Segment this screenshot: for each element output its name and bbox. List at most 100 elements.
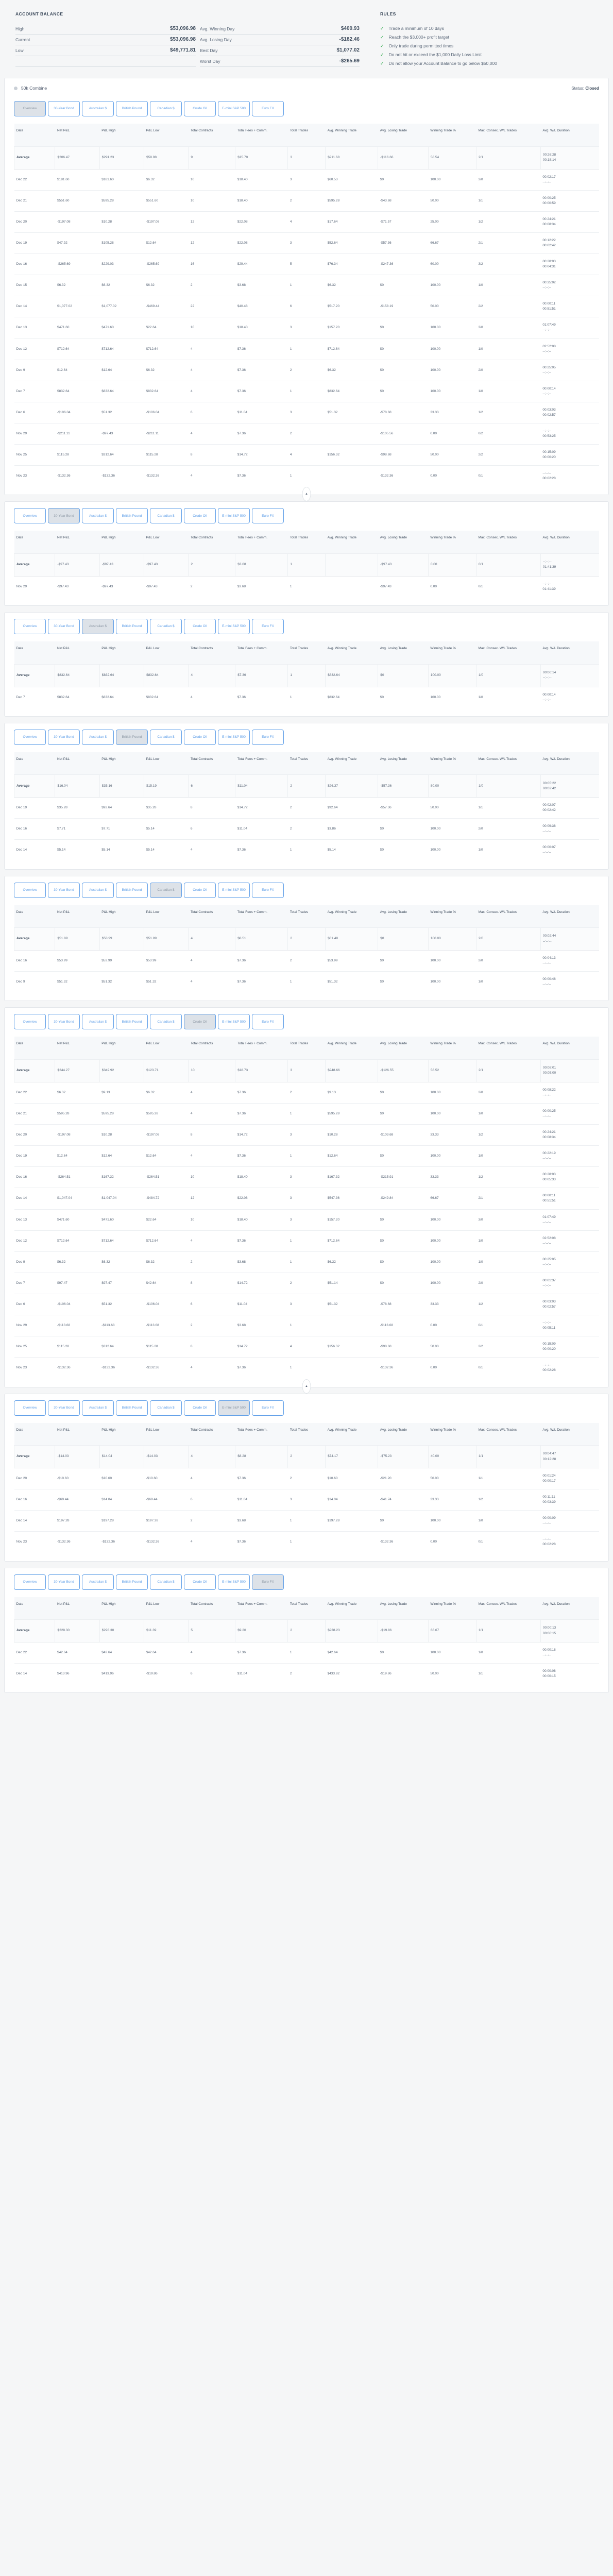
column-header[interactable]: Net P&L	[55, 752, 100, 775]
column-header[interactable]: Net P&L	[55, 1597, 100, 1620]
column-header[interactable]: Total Contracts	[188, 1422, 235, 1446]
column-header[interactable]: Winning Trade %	[428, 1597, 476, 1620]
column-header[interactable]: Avg. Winning Trade	[325, 905, 378, 928]
column-header[interactable]: Total Trades	[287, 531, 326, 554]
column-header[interactable]: Avg. Winning Trade	[325, 124, 378, 146]
tab-e-mini-s-p-500[interactable]: E-mini S&P 500	[218, 1574, 250, 1590]
tab-british-pound[interactable]: British Pound	[116, 882, 148, 898]
column-header[interactable]: Avg. W/L Duration	[540, 752, 599, 775]
column-header[interactable]: P&L Low	[144, 752, 189, 775]
column-header[interactable]: P&L High	[99, 905, 144, 928]
column-header[interactable]: Net P&L	[55, 124, 100, 146]
column-header[interactable]: P&L Low	[144, 641, 189, 664]
tab-canadian[interactable]: Canadian $	[150, 1400, 182, 1416]
column-header[interactable]: Net P&L	[55, 1422, 100, 1446]
column-header[interactable]: Date	[14, 641, 55, 664]
column-header[interactable]: Total Contracts	[188, 752, 235, 775]
tab-crude-oil[interactable]: Crude Oil	[184, 1574, 216, 1590]
tab-euro-fx[interactable]: Euro FX	[252, 729, 284, 745]
tab-overview[interactable]: Overview	[14, 1400, 46, 1416]
column-header[interactable]: Max. Consec. W/L Trades	[476, 1037, 541, 1060]
tab-overview[interactable]: Overview	[14, 101, 46, 116]
tab-australian[interactable]: Australian $	[82, 729, 114, 745]
tab-30-year-bond[interactable]: 30-Year Bond	[48, 619, 80, 634]
tab-e-mini-s-p-500[interactable]: E-mini S&P 500	[218, 1400, 250, 1416]
tab-british-pound[interactable]: British Pound	[116, 1014, 148, 1030]
tab-australian[interactable]: Australian $	[82, 1574, 114, 1590]
tab-british-pound[interactable]: British Pound	[116, 619, 148, 634]
tab-australian[interactable]: Australian $	[82, 619, 114, 634]
column-header[interactable]: P&L High	[99, 752, 144, 775]
tab-overview[interactable]: Overview	[14, 619, 46, 634]
column-header[interactable]: Max. Consec. W/L Trades	[476, 531, 541, 554]
tab-e-mini-s-p-500[interactable]: E-mini S&P 500	[218, 508, 250, 524]
column-header[interactable]: Date	[14, 1037, 55, 1060]
column-header[interactable]: Date	[14, 124, 55, 146]
tab-30-year-bond[interactable]: 30-Year Bond	[48, 882, 80, 898]
tab-crude-oil[interactable]: Crude Oil	[184, 508, 216, 524]
column-header[interactable]: P&L High	[99, 124, 144, 146]
tab-euro-fx[interactable]: Euro FX	[252, 508, 284, 524]
column-header[interactable]: Winning Trade %	[428, 752, 476, 775]
column-header[interactable]: Winning Trade %	[428, 905, 476, 928]
tab-30-year-bond[interactable]: 30-Year Bond	[48, 1014, 80, 1030]
column-header[interactable]: Max. Consec. W/L Trades	[476, 641, 541, 664]
tab-overview[interactable]: Overview	[14, 882, 46, 898]
column-header[interactable]: Avg. Losing Trade	[378, 124, 429, 146]
tab-australian[interactable]: Australian $	[82, 101, 114, 116]
tab-overview[interactable]: Overview	[14, 508, 46, 524]
column-header[interactable]: Avg. Winning Trade	[325, 1422, 378, 1446]
column-header[interactable]: P&L Low	[144, 1597, 189, 1620]
column-header[interactable]: Total Trades	[287, 905, 326, 928]
tab-e-mini-s-p-500[interactable]: E-mini S&P 500	[218, 1014, 250, 1030]
tab-e-mini-s-p-500[interactable]: E-mini S&P 500	[218, 729, 250, 745]
column-header[interactable]: Avg. W/L Duration	[540, 1037, 599, 1060]
tab-e-mini-s-p-500[interactable]: E-mini S&P 500	[218, 101, 250, 116]
column-header[interactable]: Avg. Losing Trade	[378, 1597, 429, 1620]
tab-crude-oil[interactable]: Crude Oil	[184, 1400, 216, 1416]
column-header[interactable]: Avg. W/L Duration	[540, 531, 599, 554]
tab-canadian[interactable]: Canadian $	[150, 619, 182, 634]
tab-canadian[interactable]: Canadian $	[150, 1014, 182, 1030]
tab-canadian[interactable]: Canadian $	[150, 1574, 182, 1590]
tab-overview[interactable]: Overview	[14, 1014, 46, 1030]
column-header[interactable]: Total Fees + Comm.	[235, 752, 288, 775]
tab-30-year-bond[interactable]: 30-Year Bond	[48, 508, 80, 524]
tab-british-pound[interactable]: British Pound	[116, 508, 148, 524]
tab-e-mini-s-p-500[interactable]: E-mini S&P 500	[218, 882, 250, 898]
tab-30-year-bond[interactable]: 30-Year Bond	[48, 729, 80, 745]
column-header[interactable]: Total Trades	[287, 124, 326, 146]
column-header[interactable]: Winning Trade %	[428, 531, 476, 554]
column-header[interactable]: Total Fees + Comm.	[235, 1037, 288, 1060]
tab-canadian[interactable]: Canadian $	[150, 882, 182, 898]
column-header[interactable]: Avg. W/L Duration	[540, 641, 599, 664]
column-header[interactable]: Avg. W/L Duration	[540, 1597, 599, 1620]
tab-crude-oil[interactable]: Crude Oil	[184, 1014, 216, 1030]
collapse-toggle-button[interactable]: ▲	[302, 487, 311, 502]
column-header[interactable]: Avg. Losing Trade	[378, 641, 429, 664]
tab-australian[interactable]: Australian $	[82, 508, 114, 524]
column-header[interactable]: P&L High	[99, 531, 144, 554]
column-header[interactable]: Winning Trade %	[428, 1422, 476, 1446]
column-header[interactable]: Total Contracts	[188, 1037, 235, 1060]
column-header[interactable]: Winning Trade %	[428, 641, 476, 664]
column-header[interactable]: Total Trades	[287, 1037, 326, 1060]
tab-british-pound[interactable]: British Pound	[116, 729, 148, 745]
tab-euro-fx[interactable]: Euro FX	[252, 1014, 284, 1030]
column-header[interactable]: Avg. W/L Duration	[540, 905, 599, 928]
column-header[interactable]: Date	[14, 1422, 55, 1446]
tab-canadian[interactable]: Canadian $	[150, 729, 182, 745]
column-header[interactable]: Net P&L	[55, 531, 100, 554]
column-header[interactable]: Avg. Losing Trade	[378, 905, 429, 928]
column-header[interactable]: Total Trades	[287, 1422, 326, 1446]
column-header[interactable]: Avg. Winning Trade	[325, 641, 378, 664]
column-header[interactable]: P&L Low	[144, 124, 189, 146]
column-header[interactable]: P&L Low	[144, 905, 189, 928]
tab-euro-fx[interactable]: Euro FX	[252, 882, 284, 898]
tab-british-pound[interactable]: British Pound	[116, 101, 148, 116]
column-header[interactable]: Total Fees + Comm.	[235, 531, 288, 554]
column-header[interactable]: Max. Consec. W/L Trades	[476, 124, 541, 146]
tab-30-year-bond[interactable]: 30-Year Bond	[48, 101, 80, 116]
column-header[interactable]: Avg. W/L Duration	[540, 1422, 599, 1446]
tab-30-year-bond[interactable]: 30-Year Bond	[48, 1400, 80, 1416]
